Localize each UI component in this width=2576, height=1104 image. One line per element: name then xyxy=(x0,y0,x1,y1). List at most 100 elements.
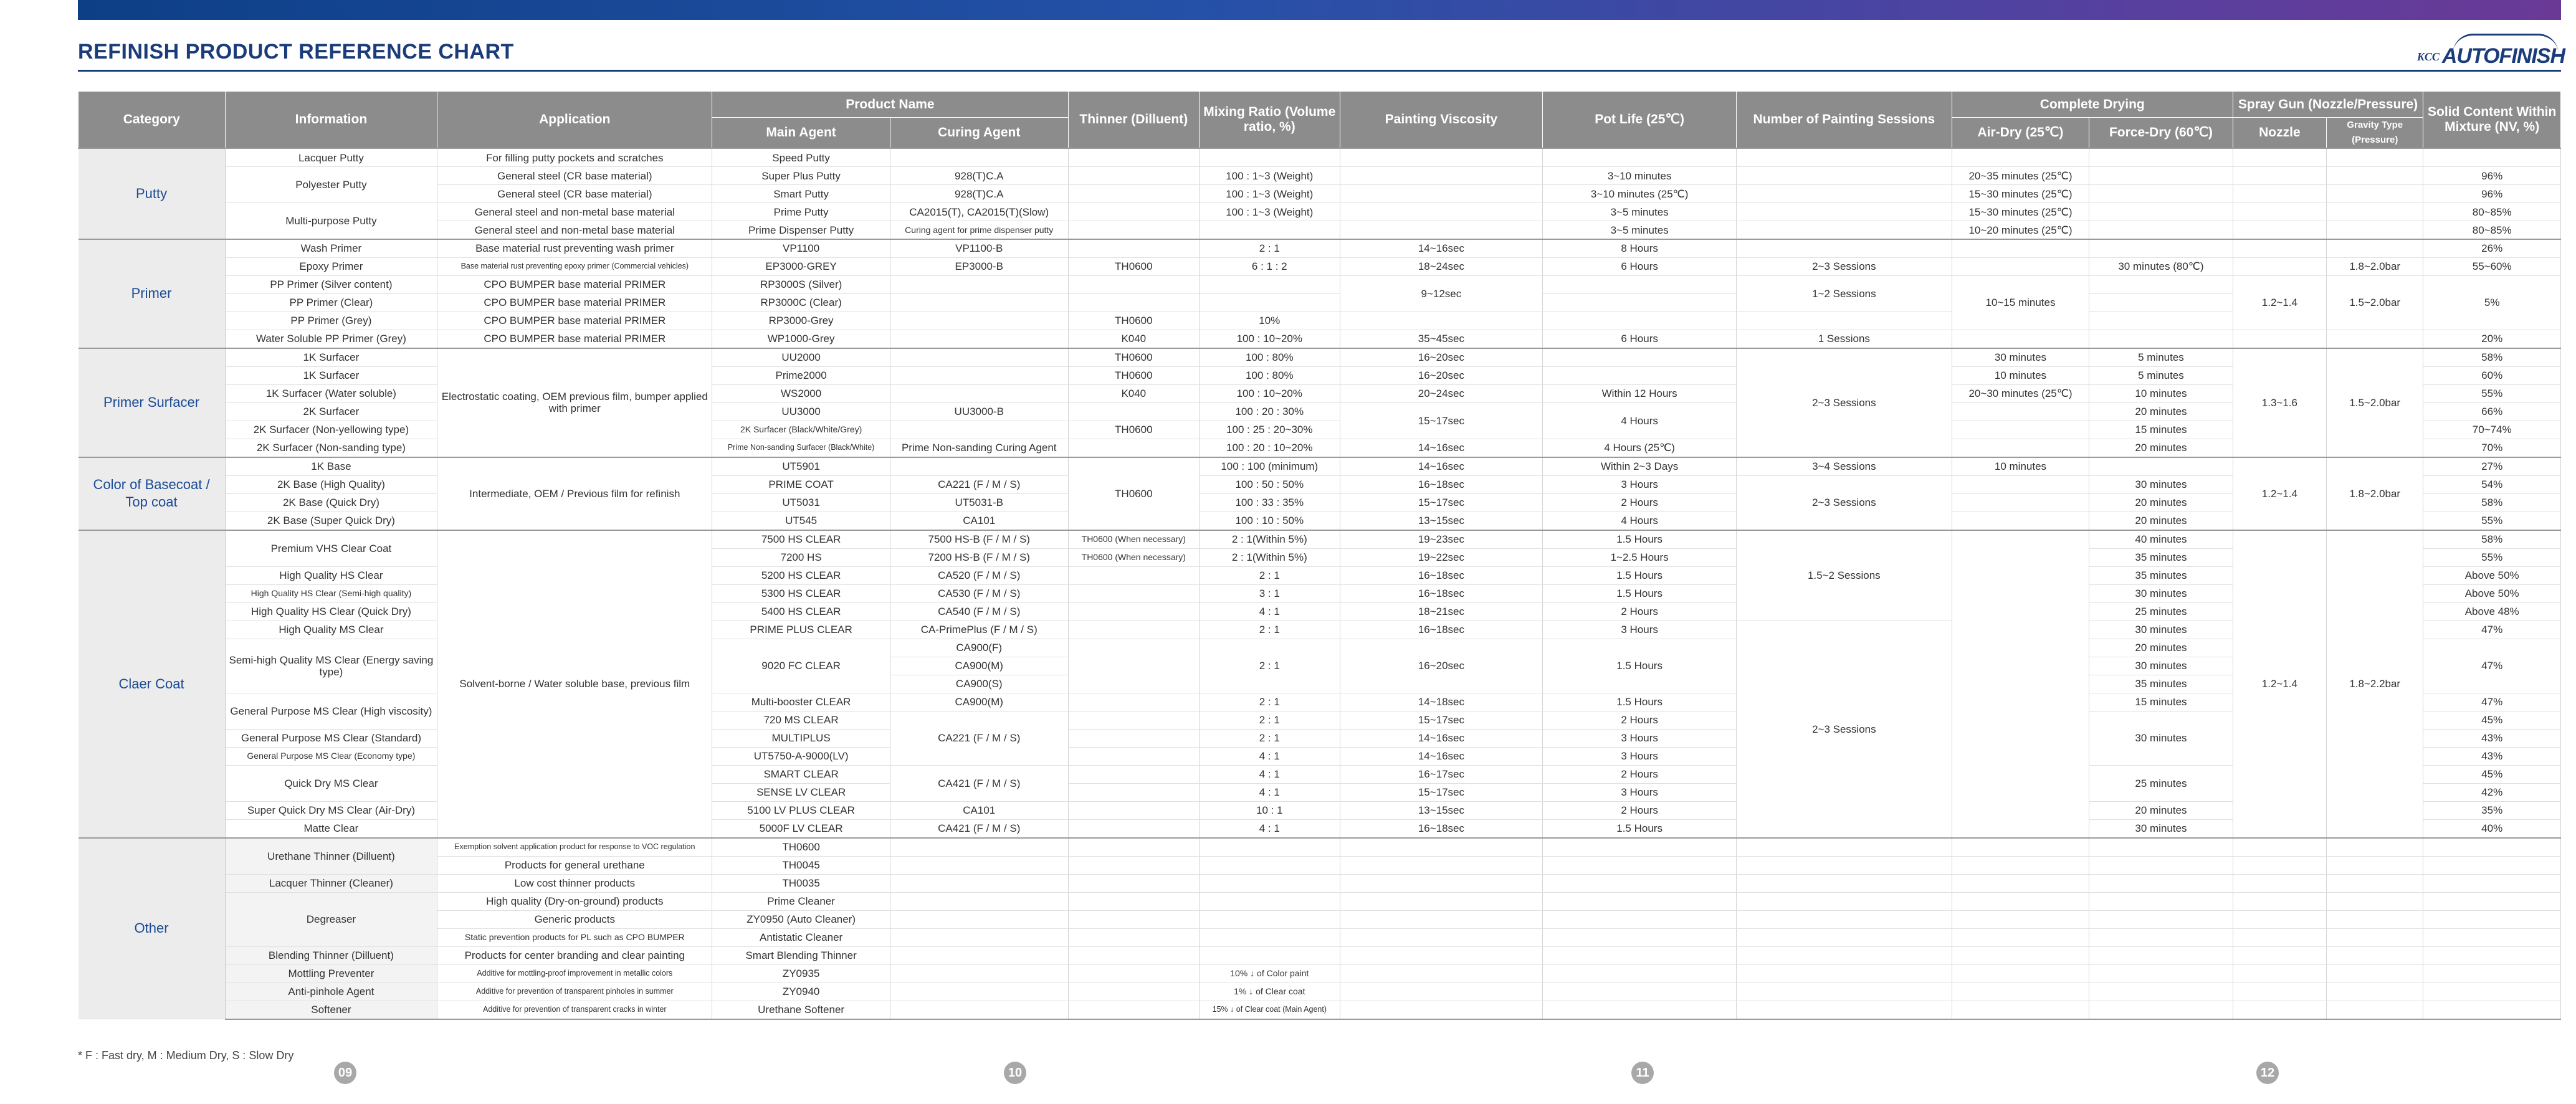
col-gravity-type: Gravity Type (Pressure) xyxy=(2326,117,2424,149)
main-agent-cell: Prime Putty xyxy=(712,202,890,221)
table-row: Claer Coat Premium VHS Clear Coat Solven… xyxy=(78,529,2561,838)
table-row: 2K Base (Quick Dry) UT5031 UT5031-B 100 … xyxy=(79,493,2561,512)
force-dry-cell: 20 minutes xyxy=(2089,512,2233,530)
main-agent-cell: PRIME PLUS CLEAR xyxy=(712,621,890,639)
solid-cell: 55% xyxy=(2423,548,2561,567)
thinner-cell: TH0600 xyxy=(1068,347,1200,367)
table-row: 7200 HS 7200 HS-B (F / M / S) TH0600 (Wh… xyxy=(79,548,2561,567)
info-cell: Urethane Thinner (Dilluent) xyxy=(225,837,438,875)
force-dry-cell: 5 minutes xyxy=(2089,347,2233,367)
main-agent-cell: TH0600 xyxy=(712,837,890,857)
thinner-cell: TH0600 xyxy=(1068,312,1200,330)
info-cell: 2K Surfacer (Non-yellowing type) xyxy=(225,421,438,439)
info-cell: Mottling Preventer xyxy=(225,964,438,983)
thinner-cell: TH0600 (When necessary) xyxy=(1068,529,1200,549)
pot-life-cell: 2 Hours xyxy=(1542,711,1737,730)
viscosity-cell: 14~18sec xyxy=(1340,693,1543,711)
main-agent-cell: Prime Non-sanding Surfacer (Black/White) xyxy=(712,439,890,457)
mixing-ratio-cell: 10% xyxy=(1199,312,1340,330)
pot-life-cell: 4 Hours xyxy=(1542,512,1737,530)
info-cell: Degreaser xyxy=(225,892,438,947)
viscosity-cell: 15~17sec xyxy=(1340,783,1543,802)
mixing-ratio-cell: 100 : 80% xyxy=(1199,366,1340,385)
category-putty: Putty xyxy=(78,148,226,239)
viscosity-cell: 16~20sec xyxy=(1340,347,1543,367)
table-row: General steel (CR base material) Smart P… xyxy=(79,184,2561,203)
pot-life-cell: 4 Hours (25℃) xyxy=(1542,439,1737,457)
main-agent-cell: MULTIPLUS xyxy=(712,729,890,748)
table-row: High Quality HS Clear 5200 HS CLEAR CA52… xyxy=(79,566,2561,585)
gravity-cell: 1.8~2.2bar xyxy=(2326,529,2424,838)
solid-cell: 42% xyxy=(2423,783,2561,802)
info-cell: Softener xyxy=(225,1001,438,1020)
table-row: Quick Dry MS Clear SMART CLEAR CA421 (F … xyxy=(79,765,2561,802)
air-dry-cell: 10~15 minutes xyxy=(1952,275,2090,330)
force-dry-cell: 20 minutes xyxy=(2089,402,2233,421)
table-row: Generic products ZY0950 (Auto Cleaner) xyxy=(79,910,2561,929)
thinner-cell: TH0600 xyxy=(1068,366,1200,385)
curing-agent-cell: CA900(S) xyxy=(890,675,1069,693)
mixing-ratio-cell: 2 : 1(Within 5%) xyxy=(1199,548,1340,567)
solid-cell: 80~85% xyxy=(2423,202,2561,221)
table-row: Multi-purpose Putty General steel and no… xyxy=(79,202,2561,239)
pot-life-cell: 3~5 minutes xyxy=(1542,221,1737,239)
top-gradient-bar xyxy=(78,0,2561,20)
main-agent-cell: UU3000 xyxy=(712,402,890,421)
application-cell: General steel (CR base material) xyxy=(437,184,713,203)
solid-cell: 47% xyxy=(2423,693,2561,711)
category-primer: Primer xyxy=(78,238,226,348)
info-cell: General Purpose MS Clear (Economy type) xyxy=(225,747,438,766)
viscosity-cell: 16~20sec xyxy=(1340,366,1543,385)
table-row: General steel and non-metal base materia… xyxy=(79,221,2561,239)
solid-cell: 55~60% xyxy=(2423,257,2561,276)
category-primer-surfacer: Primer Surfacer xyxy=(78,347,226,457)
solid-cell: 45% xyxy=(2423,711,2561,730)
table-row: Semi-high Quality MS Clear (Energy savin… xyxy=(79,639,2561,693)
table-row: PP Primer (Silver content) CPO BUMPER ba… xyxy=(79,275,2561,330)
mixing-ratio-cell: 4 : 1 xyxy=(1199,602,1340,621)
viscosity-cell: 16~18sec xyxy=(1340,584,1543,603)
force-dry-cell: 15 minutes xyxy=(2089,421,2233,439)
application-cell: General steel and non-metal base materia… xyxy=(437,202,713,221)
main-agent-cell: ZY0940 xyxy=(712,983,890,1001)
main-agent-cell: PRIME COAT xyxy=(712,475,890,494)
force-dry-cell: 5 minutes xyxy=(2089,366,2233,385)
pot-life-cell: 3 Hours xyxy=(1542,475,1737,494)
info-cell: High Quality MS Clear xyxy=(225,621,438,639)
air-dry-cell: 10 minutes xyxy=(1952,456,2090,476)
product-reference-table: Category Information Application Product… xyxy=(78,91,2561,1020)
application-cell: General steel (CR base material) xyxy=(437,166,713,185)
table-row: Static prevention products for PL such a… xyxy=(79,928,2561,947)
curing-agent-cell: CA421 (F / M / S) xyxy=(890,765,1069,802)
air-dry-cell: 10 minutes xyxy=(1952,366,2090,385)
application-cell: Products for center branding and clear p… xyxy=(437,946,713,965)
viscosity-cell: 15~17sec xyxy=(1340,493,1543,512)
viscosity-cell: 19~23sec xyxy=(1340,529,1543,549)
main-agent-cell: 5200 HS CLEAR xyxy=(712,566,890,585)
info-cell: Super Quick Dry MS Clear (Air-Dry) xyxy=(225,801,438,820)
mixing-ratio-cell: 4 : 1 xyxy=(1199,819,1340,838)
main-agent-cell: 5100 LV PLUS CLEAR xyxy=(712,801,890,820)
solid-cell: 96% xyxy=(2423,184,2561,203)
main-agent-cell: Smart Putty xyxy=(712,184,890,203)
application-cell: CPO BUMPER base material PRIMER xyxy=(437,330,713,348)
main-agent-cell: Super Plus Putty xyxy=(712,166,890,185)
application-cell: Low cost thinner products xyxy=(437,874,713,893)
info-cell: Blending Thinner (Dilluent) xyxy=(225,946,438,965)
table-row: Mottling Preventer Additive for mottling… xyxy=(79,964,2561,983)
info-cell: 1K Surfacer xyxy=(225,347,438,367)
table-row: General Purpose MS Clear (Standard) MULT… xyxy=(79,729,2561,748)
main-agent-cell: TH0045 xyxy=(712,856,890,875)
info-cell: 1K Surfacer xyxy=(225,366,438,385)
application-cell: Additive for prevention of transparent c… xyxy=(437,1001,713,1020)
mixing-ratio-cell: 4 : 1 xyxy=(1199,783,1340,802)
mixing-ratio-cell: 100 : 10~20% xyxy=(1199,330,1340,348)
curing-agent-cell: CA530 (F / M / S) xyxy=(890,584,1069,603)
nozzle-cell: 1.2~1.4 xyxy=(2233,275,2327,330)
air-dry-cell: 20~35 minutes (25℃) xyxy=(1952,166,2090,185)
page-number: 09 xyxy=(334,1062,356,1084)
viscosity-cell: 16~17sec xyxy=(1340,765,1543,784)
viscosity-cell: 14~16sec xyxy=(1340,747,1543,766)
mixing-ratio-cell: 2 : 1 xyxy=(1199,639,1340,693)
viscosity-cell: 14~16sec xyxy=(1340,439,1543,457)
